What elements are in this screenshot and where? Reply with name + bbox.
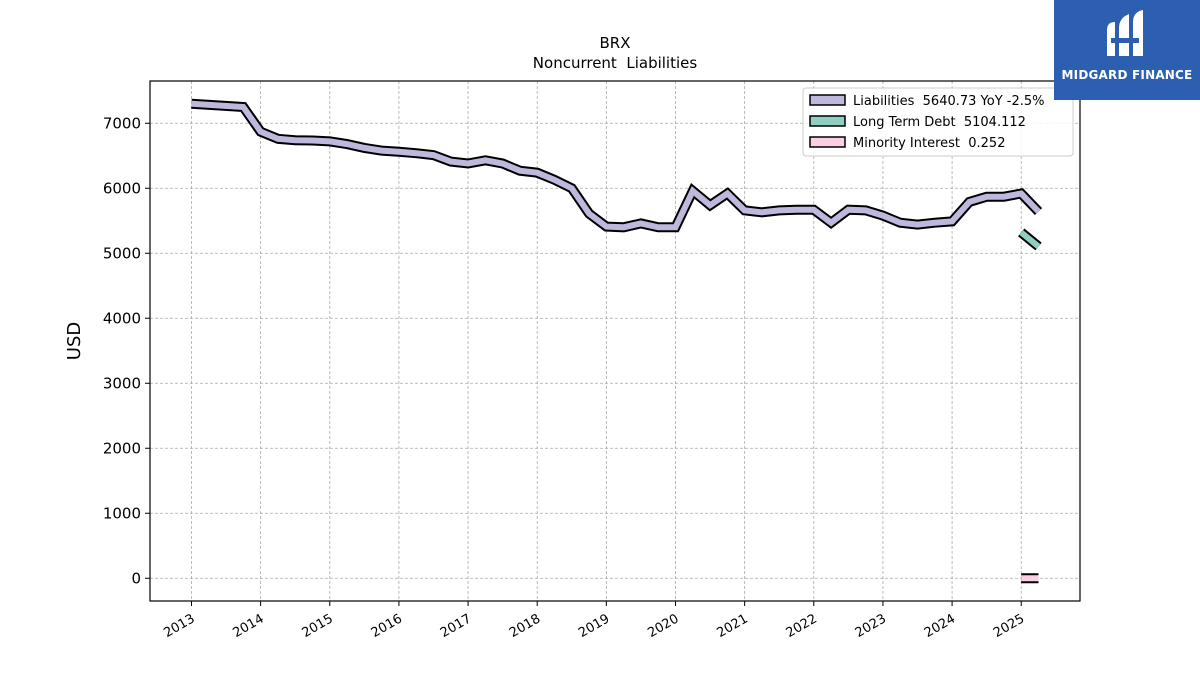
x-tick-label: 2023 bbox=[853, 611, 889, 641]
axis-ticks: 2013 2014 2015 2016 2017 2018 2019 2020 2021 2022… bbox=[103, 114, 1027, 641]
x-tick-label: 2021 bbox=[714, 611, 750, 641]
chart-subtitle: Noncurrent Liabilities bbox=[533, 54, 698, 72]
brand-logo: MIDGARD FINANCE bbox=[1054, 0, 1200, 100]
y-tick-label: 3000 bbox=[103, 374, 141, 392]
x-tick-label: 2015 bbox=[300, 611, 336, 641]
legend: Liabilities 5640.73 YoY -2.5% Long Term … bbox=[802, 87, 1074, 157]
logo-mark-icon bbox=[1107, 10, 1143, 56]
x-tick-label: 2017 bbox=[438, 611, 474, 641]
liabilities-line bbox=[191, 98, 1043, 233]
plot-frame bbox=[149, 80, 1081, 602]
x-tick-label: 2019 bbox=[576, 611, 612, 641]
brand-name: MIDGARD FINANCE bbox=[1061, 68, 1193, 82]
y-axis-label: USD bbox=[64, 322, 85, 360]
y-tick-label: 2000 bbox=[103, 439, 141, 457]
legend-label-liabilities: Liabilities 5640.73 YoY -2.5% bbox=[853, 94, 1045, 109]
x-tick-label: 2022 bbox=[784, 611, 820, 641]
y-tick-label: 7000 bbox=[103, 114, 141, 132]
series bbox=[191, 98, 1043, 584]
legend-label-minority-interest: Minority Interest 0.252 bbox=[853, 136, 1005, 151]
liabilities-line-fill bbox=[191, 100, 1041, 231]
long-term-debt-line-fill bbox=[1019, 230, 1041, 249]
x-tick-label: 2024 bbox=[922, 611, 958, 641]
y-tick-label: 5000 bbox=[103, 244, 141, 262]
long-term-debt-line bbox=[1018, 228, 1042, 251]
chart-title: BRX bbox=[600, 34, 631, 52]
x-tick-label: 2014 bbox=[230, 611, 266, 641]
x-tick-label: 2020 bbox=[645, 611, 681, 641]
legend-swatch-long-term-debt bbox=[809, 115, 846, 127]
y-tick-label: 6000 bbox=[103, 179, 141, 197]
x-tick-label: 2016 bbox=[369, 611, 405, 641]
legend-label-long-term-debt: Long Term Debt 5104.112 bbox=[853, 115, 1026, 130]
legend-swatch-liabilities bbox=[809, 94, 846, 106]
x-tick-label: 2013 bbox=[161, 611, 197, 641]
x-tick-label: 2018 bbox=[507, 611, 543, 641]
y-tick-label: 0 bbox=[131, 569, 141, 587]
x-tick-label: 2025 bbox=[991, 611, 1027, 641]
y-tick-label: 1000 bbox=[103, 504, 141, 522]
legend-box bbox=[802, 87, 1074, 157]
legend-swatch-minority-interest bbox=[809, 136, 846, 148]
grid bbox=[150, 81, 1080, 601]
y-tick-label: 4000 bbox=[103, 309, 141, 327]
